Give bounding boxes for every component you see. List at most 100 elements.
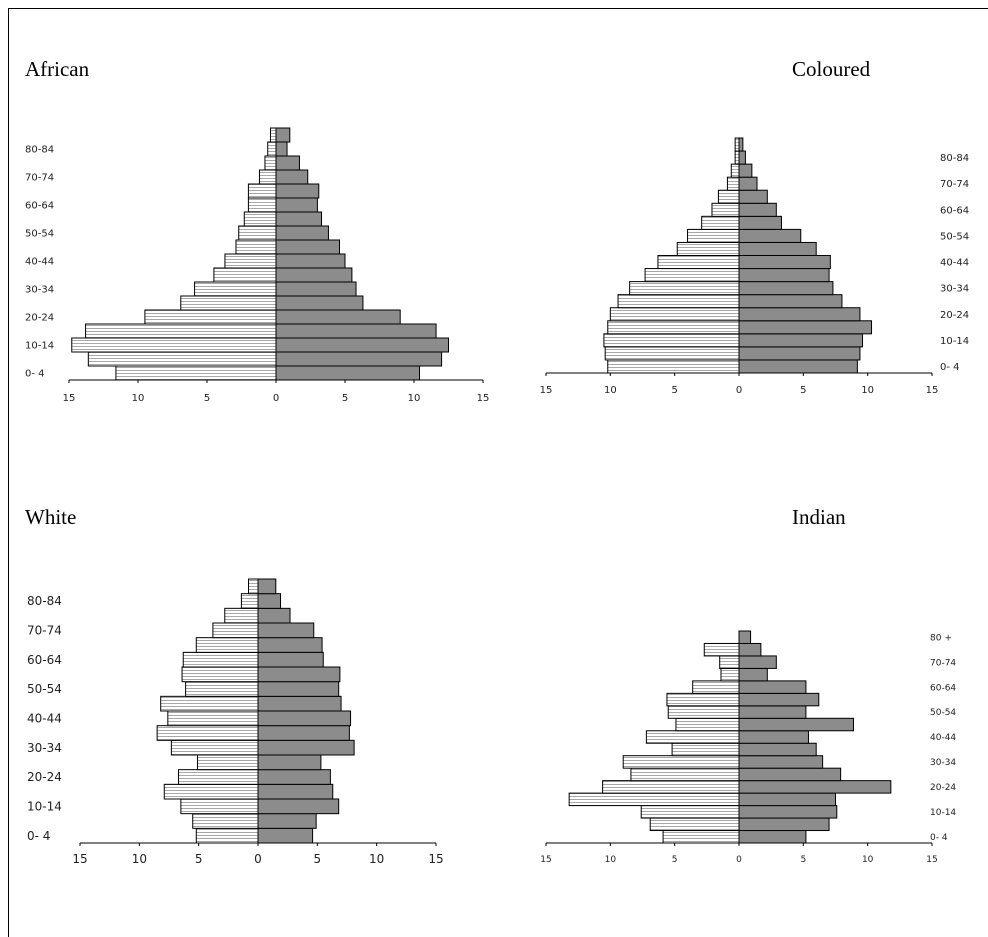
bar-left-0 [607, 359, 740, 374]
bar-right-3 [275, 323, 437, 339]
x-tick-label: 5 [800, 855, 806, 865]
bar-left-12 [692, 680, 740, 694]
bar-right-12 [275, 197, 318, 213]
bar-right-2 [738, 333, 864, 348]
bar-left-9 [675, 717, 740, 732]
bar-left-8 [657, 255, 740, 270]
pyramid-african: 15 10 5 0 5 10 15 0- 4 10-14 20-24 30-34 40-44 50-54… [25, 127, 490, 404]
y-tick-label: 40-44 [940, 258, 969, 269]
bar-right-3 [738, 792, 836, 807]
bar-right-12 [257, 651, 324, 668]
bar-left-9 [235, 239, 277, 255]
x-tick-label: 15 [428, 852, 443, 866]
bar-left-6 [194, 281, 277, 297]
y-tick-label: 40-44 [27, 712, 62, 726]
bar-left-5 [180, 295, 277, 311]
y-tick-label: 40-44 [25, 257, 54, 268]
bar-left-10 [238, 225, 277, 241]
bar-right-10 [257, 681, 340, 697]
bar-right-0 [738, 830, 807, 844]
y-tick-label: 10-14 [930, 808, 956, 818]
bar-right-3 [257, 783, 334, 800]
pyramid-white: 15 10 5 0 5 10 15 0- 4 10-14 20-24 30-34 40-44 50-54… [27, 578, 444, 866]
bar-left-1 [192, 813, 259, 829]
bar-right-5 [275, 295, 364, 311]
chart-title-coloured: Coloured [792, 57, 871, 81]
bar-left-15 [224, 607, 259, 624]
y-tick-label: 80-84 [940, 153, 969, 164]
bar-left-16 [240, 593, 259, 609]
bar-left-4 [144, 309, 277, 325]
bar-right-9 [275, 239, 340, 255]
y-tick-label: 80-84 [25, 145, 54, 156]
bar-left-9 [160, 695, 259, 712]
bar-right-15 [738, 642, 762, 657]
figure-frame [8, 8, 988, 937]
bar-right-0 [275, 365, 421, 381]
bar-left-13 [717, 189, 740, 204]
x-tick-label: 10 [369, 852, 384, 866]
bar-left-1 [87, 351, 277, 367]
y-tick-label: 70-74 [25, 173, 54, 184]
bar-right-1 [275, 351, 443, 367]
bar-right-15 [738, 163, 753, 178]
bar-left-6 [622, 755, 740, 769]
bar-left-17 [269, 127, 277, 143]
bar-right-14 [275, 169, 309, 185]
bar-left-4 [177, 769, 259, 785]
chart-title-white: White [25, 505, 77, 529]
bar-left-11 [666, 692, 740, 707]
bar-right-15 [275, 155, 300, 171]
x-tick-label: 10 [132, 852, 147, 866]
bar-right-4 [738, 307, 861, 322]
bar-right-13 [738, 189, 768, 204]
bar-right-9 [257, 695, 342, 712]
bar-right-14 [257, 622, 315, 639]
bar-left-4 [609, 307, 740, 322]
bar-right-5 [738, 294, 843, 309]
x-tick-label: 5 [672, 855, 678, 865]
bar-left-8 [224, 253, 277, 269]
bar-right-10 [738, 228, 802, 243]
bar-left-6 [170, 739, 259, 756]
x-tick-label: 10 [408, 393, 421, 404]
bar-right-4 [275, 309, 401, 325]
x-tick-label: 5 [204, 393, 210, 404]
x-tick-label: 0 [736, 855, 742, 865]
bar-right-8 [738, 730, 809, 744]
x-tick-label: 15 [477, 393, 490, 404]
y-tick-label: 10-14 [25, 341, 54, 352]
bar-left-0 [195, 827, 259, 844]
bar-right-17 [738, 137, 744, 152]
bar-right-10 [738, 705, 807, 719]
bar-right-16 [257, 593, 282, 609]
bar-left-16 [267, 141, 277, 157]
bar-left-1 [604, 346, 740, 361]
bar-left-3 [163, 783, 259, 800]
bar-right-14 [738, 655, 777, 669]
bar-left-5 [617, 294, 740, 309]
bar-left-10 [185, 681, 259, 697]
y-tick-label: 60-64 [940, 205, 969, 216]
bar-left-1 [649, 817, 740, 832]
bar-left-10 [667, 705, 740, 719]
bar-right-12 [738, 680, 807, 694]
bar-left-3 [607, 320, 740, 335]
bar-right-13 [257, 637, 323, 653]
x-tick-label: 15 [926, 385, 939, 396]
bar-right-16 [275, 141, 288, 157]
y-tick-label: 50-54 [930, 708, 956, 718]
bar-left-7 [671, 742, 740, 757]
bar-right-4 [257, 769, 331, 785]
bar-left-11 [243, 211, 277, 227]
y-tick-label: 0- 4 [940, 362, 960, 373]
bar-left-12 [247, 197, 277, 213]
bar-left-2 [603, 333, 740, 348]
y-tick-label: 50-54 [25, 229, 54, 240]
bar-left-14 [719, 655, 740, 669]
bar-right-11 [738, 692, 820, 707]
x-tick-label: 15 [926, 855, 937, 865]
bar-right-1 [738, 346, 861, 361]
bar-right-13 [738, 667, 768, 682]
bar-right-2 [257, 798, 340, 815]
